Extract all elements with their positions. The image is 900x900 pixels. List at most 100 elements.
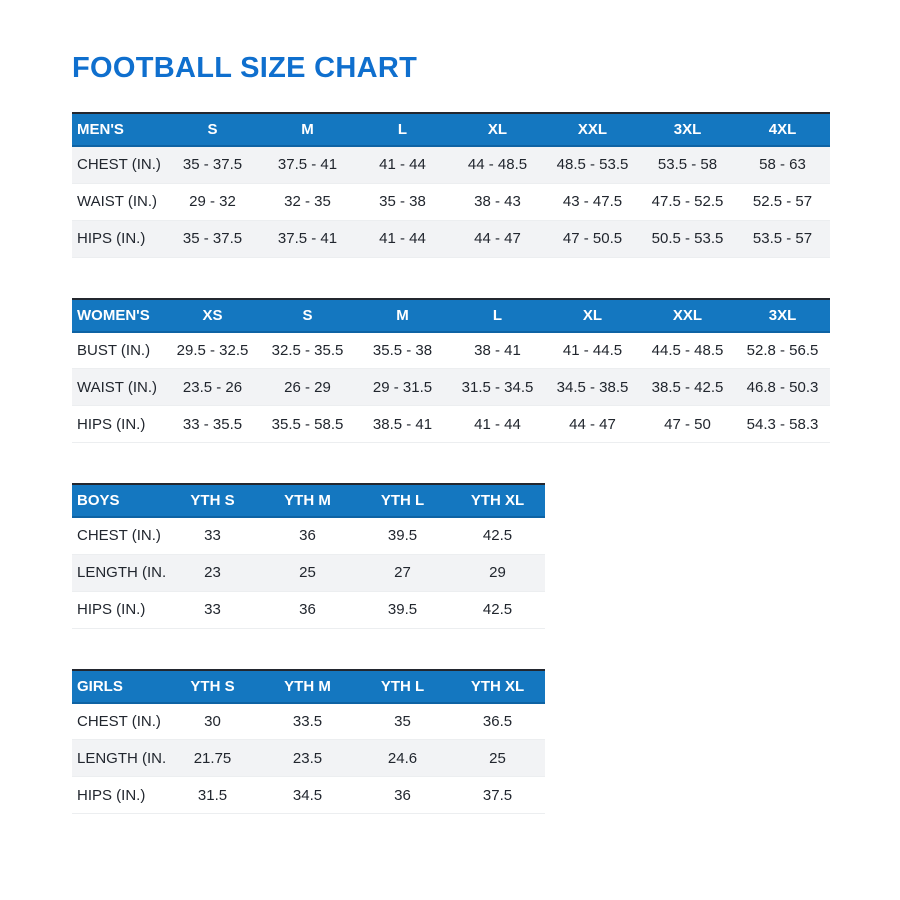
size-value-cell: 37.5 - 41 (260, 146, 355, 184)
size-value-cell: 30 (165, 702, 260, 740)
size-value-cell: 35 - 37.5 (165, 220, 260, 258)
size-value-cell: 53.5 - 58 (640, 146, 735, 184)
size-column-header: YTH S (165, 669, 260, 703)
table-row: HIPS (IN.) 31.5 34.5 36 37.5 (72, 776, 545, 814)
size-value-cell: 41 - 44 (355, 220, 450, 258)
row-label: HIPS (IN.) (72, 776, 165, 814)
size-value-cell: 36 (260, 517, 355, 555)
row-label: HIPS (IN.) (72, 220, 165, 258)
size-column-header: XS (165, 298, 260, 332)
size-column-header: YTH M (260, 669, 355, 703)
size-column-header: 3XL (640, 113, 735, 146)
page-title: FOOTBALL SIZE CHART (72, 52, 418, 84)
size-value-cell: 36 (355, 776, 450, 814)
size-value-cell: 44.5 - 48.5 (640, 331, 735, 369)
size-value-cell: 33 - 35.5 (165, 405, 260, 443)
table-group-label: MEN'S (72, 113, 165, 146)
row-label: CHEST (IN.) (72, 146, 165, 184)
table-row: WAIST (IN.) 29 - 32 32 - 35 35 - 38 38 - 43 4… (72, 183, 830, 221)
size-column-header: M (355, 298, 450, 332)
size-value-cell: 23.5 (260, 739, 355, 777)
size-value-cell: 35 - 37.5 (165, 146, 260, 184)
size-value-cell: 32.5 - 35.5 (260, 331, 355, 369)
size-column-header: XXL (640, 298, 735, 332)
row-label: HIPS (IN.) (72, 591, 165, 629)
size-value-cell: 26 - 29 (260, 368, 355, 406)
size-value-cell: 25 (450, 739, 545, 777)
size-value-cell: 47.5 - 52.5 (640, 183, 735, 221)
row-label: CHEST (IN.) (72, 702, 165, 740)
table-group-label: BOYS (72, 484, 165, 517)
size-value-cell: 29 - 32 (165, 183, 260, 221)
size-column-header: YTH M (260, 484, 355, 517)
size-value-cell: 38.5 - 41 (355, 405, 450, 443)
size-value-cell: 54.3 - 58.3 (735, 405, 830, 443)
size-column-header: XL (545, 298, 640, 332)
size-value-cell: 41 - 44.5 (545, 331, 640, 369)
size-value-cell: 35.5 - 58.5 (260, 405, 355, 443)
row-label: LENGTH (IN.) (72, 739, 165, 777)
size-value-cell: 34.5 (260, 776, 355, 814)
size-value-cell: 39.5 (355, 517, 450, 555)
row-label: BUST (IN.) (72, 331, 165, 369)
table-row: LENGTH (IN.) 23 25 27 29 (72, 554, 545, 592)
table-group-label: GIRLS (72, 669, 165, 703)
table-group-label: WOMEN'S (72, 298, 165, 332)
size-value-cell: 29 (450, 554, 545, 592)
size-value-cell: 29 - 31.5 (355, 368, 450, 406)
size-value-cell: 33.5 (260, 702, 355, 740)
size-value-cell: 25 (260, 554, 355, 592)
size-value-cell: 31.5 (165, 776, 260, 814)
size-value-cell: 42.5 (450, 591, 545, 629)
girls-size-table: GIRLS YTH S YTH M YTH L YTH XL CHEST (IN.) 30 3… (72, 668, 545, 814)
size-value-cell: 58 - 63 (735, 146, 830, 184)
size-column-header: YTH XL (450, 669, 545, 703)
table-row: CHEST (IN.) 33 36 39.5 42.5 (72, 517, 545, 555)
size-value-cell: 44 - 48.5 (450, 146, 545, 184)
size-value-cell: 27 (355, 554, 450, 592)
size-value-cell: 50.5 - 53.5 (640, 220, 735, 258)
mens-size-table: MEN'S S M L XL XXL 3XL 4XL CHEST (IN.) 35 - 37.5 3… (72, 112, 830, 258)
table-row: HIPS (IN.) 35 - 37.5 37.5 - 41 41 - 44 44 - … (72, 220, 830, 258)
size-value-cell: 41 - 44 (355, 146, 450, 184)
size-column-header: L (355, 113, 450, 146)
size-value-cell: 33 (165, 591, 260, 629)
size-value-cell: 35 (355, 702, 450, 740)
size-column-header: XXL (545, 113, 640, 146)
girls-header-row: GIRLS YTH S YTH M YTH L YTH XL (72, 669, 545, 703)
size-column-header: 4XL (735, 113, 830, 146)
size-value-cell: 52.8 - 56.5 (735, 331, 830, 369)
table-row: LENGTH (IN.) 21.75 23.5 24.6 25 (72, 739, 545, 777)
table-row: CHEST (IN.) 30 33.5 35 36.5 (72, 702, 545, 740)
size-value-cell: 31.5 - 34.5 (450, 368, 545, 406)
row-label: WAIST (IN.) (72, 183, 165, 221)
size-value-cell: 37.5 (450, 776, 545, 814)
boys-size-table: BOYS YTH S YTH M YTH L YTH XL CHEST (IN.) 33 36… (72, 483, 545, 629)
size-chart-page: FOOTBALL SIZE CHART MEN'S S M L XL XXL 3XL 4XL C… (72, 52, 830, 814)
row-label: CHEST (IN.) (72, 517, 165, 555)
size-value-cell: 35 - 38 (355, 183, 450, 221)
size-column-header: S (260, 298, 355, 332)
size-value-cell: 32 - 35 (260, 183, 355, 221)
size-value-cell: 37.5 - 41 (260, 220, 355, 258)
size-value-cell: 48.5 - 53.5 (545, 146, 640, 184)
size-value-cell: 21.75 (165, 739, 260, 777)
size-value-cell: 36.5 (450, 702, 545, 740)
size-value-cell: 53.5 - 57 (735, 220, 830, 258)
size-value-cell: 52.5 - 57 (735, 183, 830, 221)
size-column-header: YTH L (355, 669, 450, 703)
row-label: LENGTH (IN.) (72, 554, 165, 592)
size-value-cell: 38 - 41 (450, 331, 545, 369)
size-value-cell: 39.5 (355, 591, 450, 629)
table-row: CHEST (IN.) 35 - 37.5 37.5 - 41 41 - 44 44 -… (72, 146, 830, 184)
size-value-cell: 33 (165, 517, 260, 555)
table-row: HIPS (IN.) 33 - 35.5 35.5 - 58.5 38.5 - 41 4… (72, 405, 830, 443)
size-value-cell: 38 - 43 (450, 183, 545, 221)
size-value-cell: 47 - 50 (640, 405, 735, 443)
mens-header-row: MEN'S S M L XL XXL 3XL 4XL (72, 113, 830, 146)
size-value-cell: 24.6 (355, 739, 450, 777)
table-row: WAIST (IN.) 23.5 - 26 26 - 29 29 - 31.5 31.5… (72, 368, 830, 406)
womens-size-table: WOMEN'S XS S M L XL XXL 3XL BUST (IN.) 29.5 - 32.… (72, 297, 830, 443)
size-column-header: M (260, 113, 355, 146)
size-value-cell: 34.5 - 38.5 (545, 368, 640, 406)
